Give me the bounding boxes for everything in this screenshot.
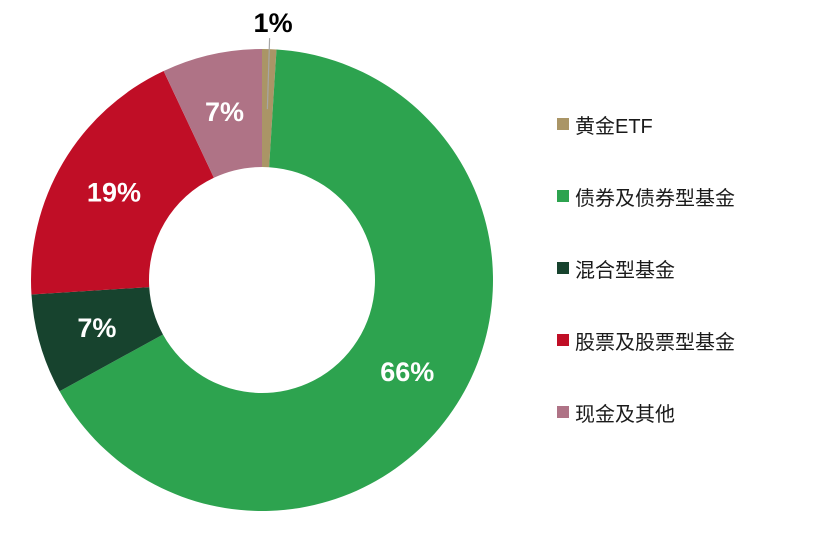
legend-swatch-dark-green — [557, 262, 569, 274]
slice-0 — [262, 49, 277, 168]
legend-swatch-gold — [557, 118, 569, 130]
legend-label-stock-funds: 股票及股票型基金 — [575, 331, 735, 354]
slice-4 — [163, 49, 262, 178]
slice-data-label-4: 7% — [205, 97, 244, 127]
slice-3 — [30, 70, 214, 295]
legend-swatch-green — [557, 190, 569, 202]
legend-label-gold-etf: 黄金ETF — [575, 115, 653, 138]
slice-data-label-1: 66% — [380, 357, 434, 387]
legend-item-mixed-funds: 混合型基金 — [557, 256, 735, 282]
legend-swatch-red — [557, 334, 569, 346]
leader-line-0 — [266, 38, 271, 110]
legend-item-cash-other: 现金及其他 — [557, 400, 735, 426]
legend-label-cash-other: 现金及其他 — [575, 403, 675, 426]
slice-2 — [31, 287, 163, 392]
legend-item-bond-funds: 债券及债券型基金 — [557, 184, 735, 210]
legend-item-gold-etf: 黄金ETF — [557, 112, 735, 138]
slice-data-label-2: 7% — [77, 313, 116, 343]
legend-label-mixed-funds: 混合型基金 — [575, 259, 675, 282]
slice-data-label-3: 19% — [87, 177, 141, 207]
legend-swatch-mauve — [557, 406, 569, 418]
chart-legend: 黄金ETF 债券及债券型基金 混合型基金 股票及股票型基金 现金及其他 — [557, 112, 735, 472]
slice-data-label-0: 1% — [254, 8, 293, 38]
slice-1 — [59, 49, 494, 512]
legend-item-stock-funds: 股票及股票型基金 — [557, 328, 735, 354]
legend-label-bond-funds: 债券及债券型基金 — [575, 187, 735, 210]
